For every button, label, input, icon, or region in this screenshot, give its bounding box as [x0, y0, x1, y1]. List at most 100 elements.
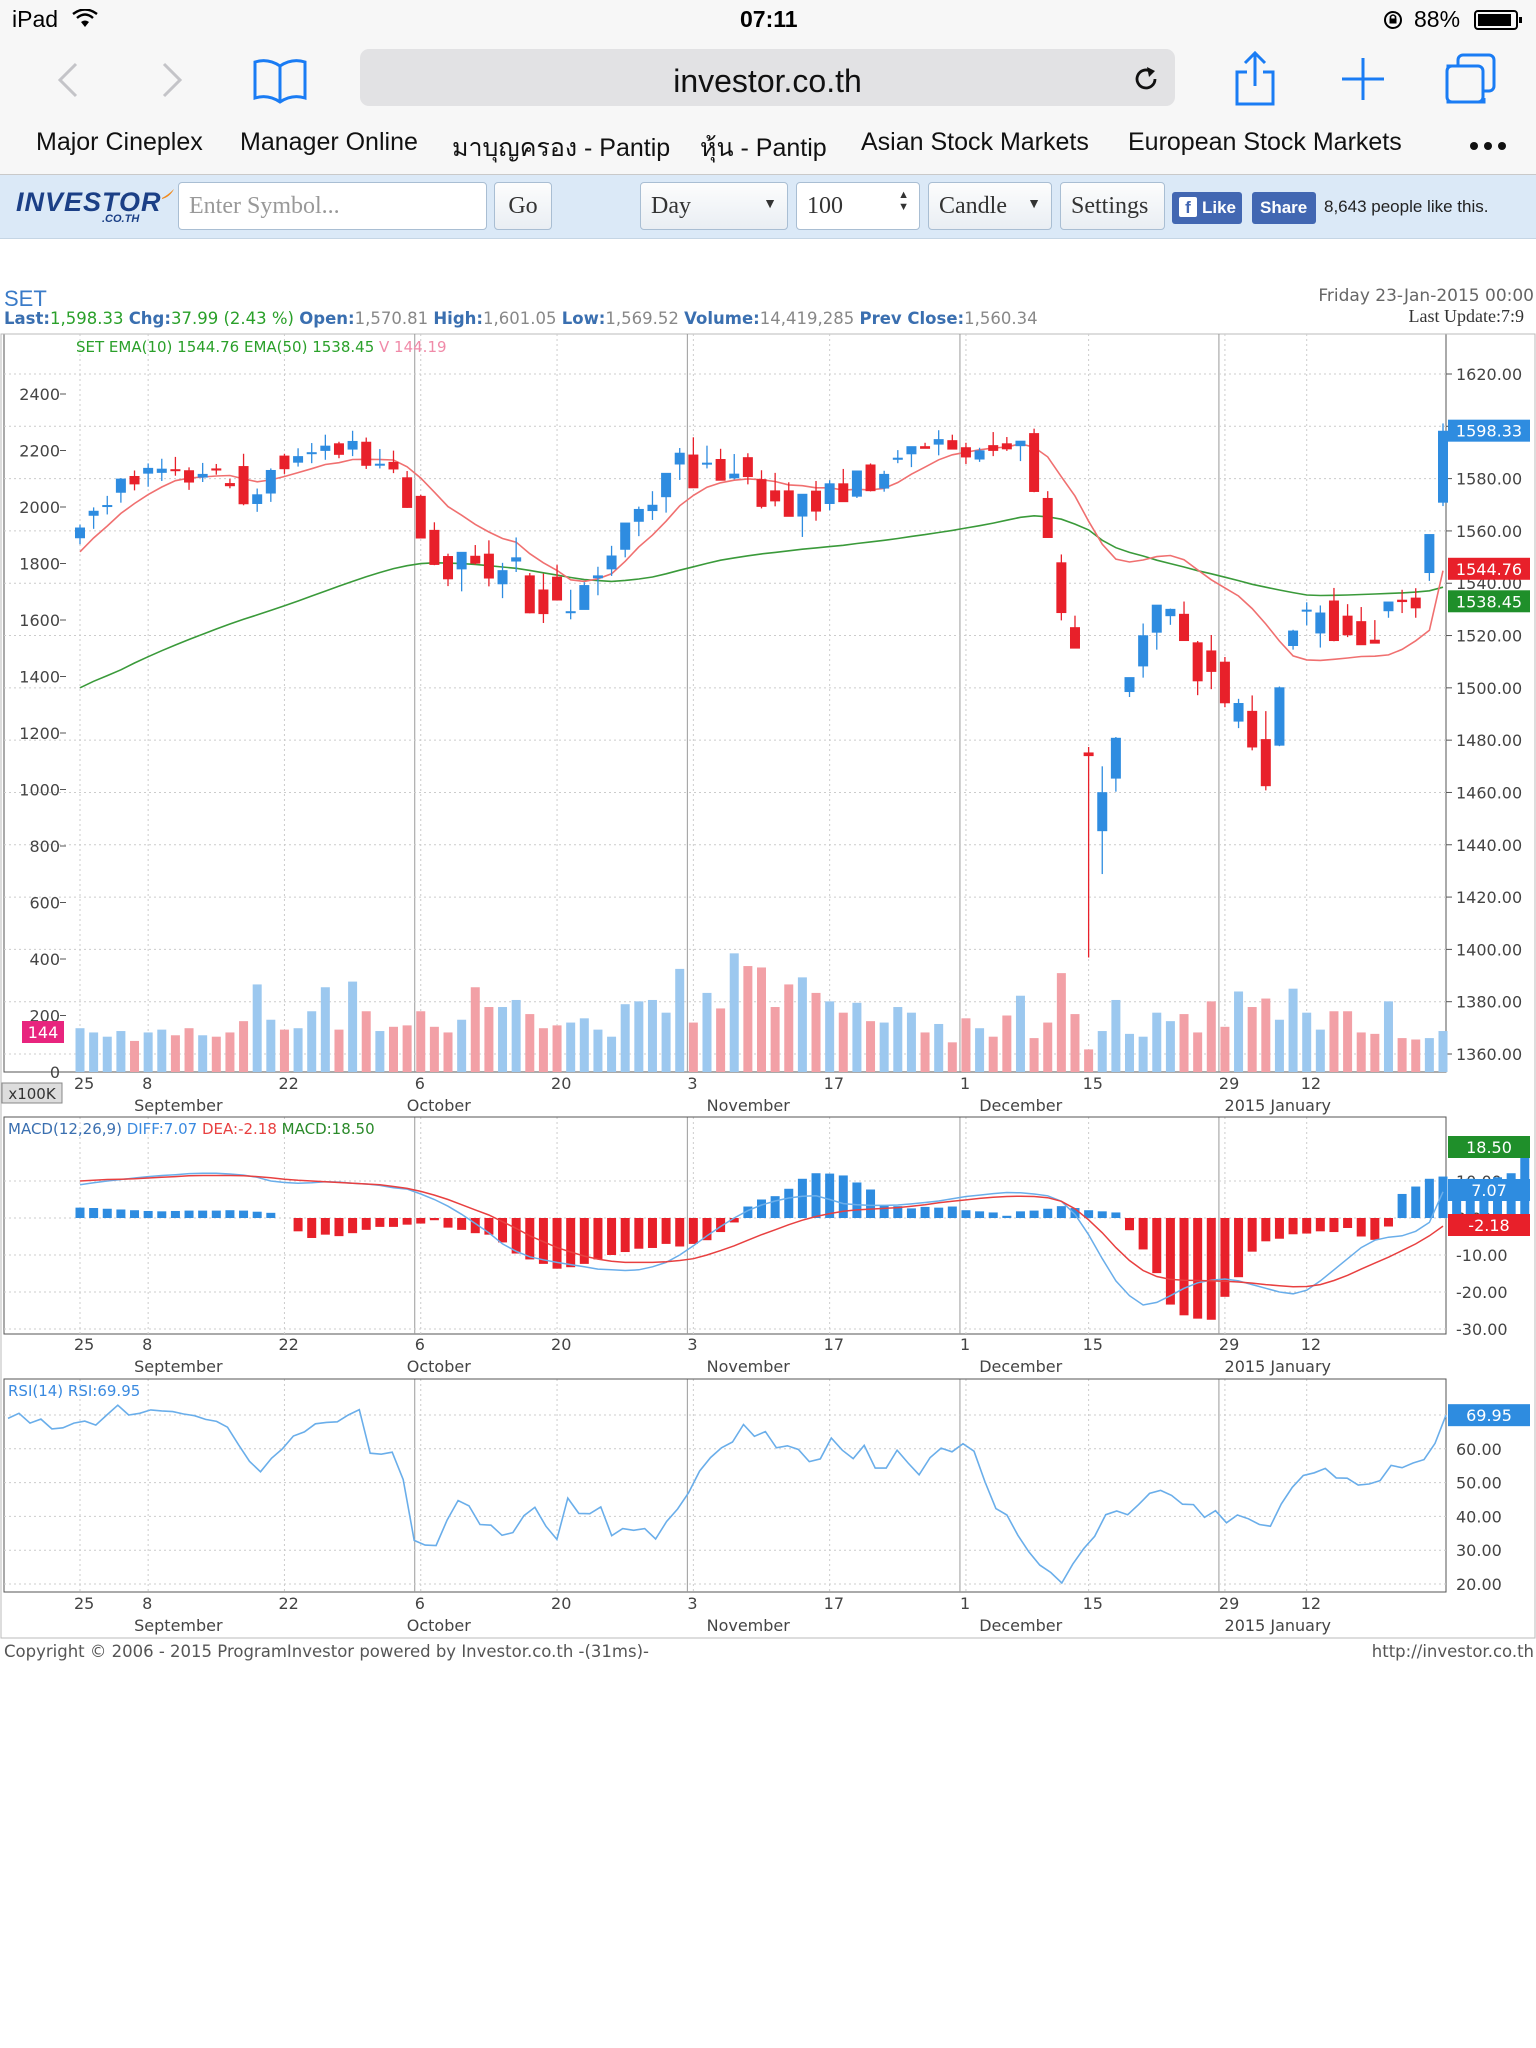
battery-percent: 88%: [1414, 6, 1461, 32]
bookmark-item[interactable]: Major Cineplex: [36, 128, 203, 156]
volume-bar: [361, 1011, 371, 1072]
chart-type-select[interactable]: Candle ▼: [928, 182, 1052, 230]
month-label: October: [407, 1357, 471, 1376]
address-bar[interactable]: investor.co.th: [360, 49, 1175, 106]
volume-bar: [1356, 1032, 1366, 1072]
candle-body: [402, 477, 413, 508]
footer-url[interactable]: http://investor.co.th: [1371, 1642, 1534, 1661]
bookmark-item[interactable]: Manager Online: [240, 128, 418, 156]
macd-bar: [293, 1218, 303, 1232]
tabs-icon[interactable]: [1444, 52, 1498, 106]
macd-bar: [198, 1210, 208, 1218]
price-tick-label: 1420.00: [1456, 888, 1522, 907]
volume-bar: [988, 1036, 998, 1072]
legend-entry: DEA:-2.18: [197, 1120, 277, 1138]
rotation-lock-icon: [1384, 11, 1402, 29]
macd-bar: [1397, 1193, 1407, 1218]
more-icon[interactable]: [1468, 140, 1508, 152]
period-select[interactable]: Day ▼: [640, 182, 788, 230]
candle-body: [1356, 621, 1367, 646]
candle-body: [252, 494, 263, 504]
month-label: September: [134, 1357, 223, 1376]
volume-bar: [1302, 1012, 1312, 1072]
candle-body: [224, 483, 235, 487]
investor-logo[interactable]: INVESTOR .CO.TH: [16, 187, 174, 227]
volume-bar: [1070, 1014, 1080, 1072]
volume-bar: [130, 1040, 140, 1072]
macd-bar: [1315, 1218, 1325, 1232]
macd-bar: [1179, 1218, 1189, 1316]
volume-bar: [757, 967, 766, 1072]
candle-body: [974, 450, 985, 460]
share-icon[interactable]: [1232, 50, 1278, 108]
macd-bar: [947, 1206, 957, 1218]
macd-bar: [1424, 1178, 1434, 1218]
macd-bar: [89, 1208, 99, 1218]
volume-bar: [811, 992, 821, 1072]
macd-bar: [470, 1218, 480, 1234]
macd-bar: [143, 1210, 153, 1218]
macd-bar: [1370, 1218, 1380, 1240]
price-tick-label: 1440.00: [1456, 836, 1522, 855]
forward-icon[interactable]: [160, 60, 184, 100]
candle-body: [661, 472, 672, 498]
facebook-like-button[interactable]: f Like: [1172, 192, 1242, 224]
go-button[interactable]: Go: [494, 182, 552, 230]
volume-bar: [1152, 1012, 1162, 1072]
candle-body: [524, 575, 535, 614]
macd-bar: [1329, 1218, 1339, 1233]
candle-body: [1206, 650, 1217, 672]
legend-entry: DIFF:7.07: [122, 1120, 197, 1138]
reload-icon[interactable]: [1131, 64, 1161, 94]
volume-bar: [1029, 1038, 1039, 1072]
volume-tick-label: 1200: [19, 724, 60, 743]
volume-last-tag: 144: [28, 1023, 59, 1042]
new-tab-icon[interactable]: [1340, 56, 1386, 102]
bookmarks-icon[interactable]: [252, 56, 308, 104]
month-label: December: [979, 1357, 1062, 1376]
device-name: iPad: [12, 6, 59, 32]
date-tick-label: 25: [74, 1074, 94, 1093]
candle-body: [1383, 601, 1394, 612]
bar-count-stepper[interactable]: 100 ▲ ▼: [796, 182, 920, 230]
volume-bar: [429, 1026, 439, 1072]
volume-bar: [1288, 988, 1298, 1072]
macd-bar: [525, 1218, 535, 1260]
rsi-value-tag-bg: [1448, 1404, 1530, 1427]
volume-tick-label: 400: [29, 950, 60, 969]
facebook-share-button[interactable]: Share: [1252, 192, 1316, 224]
stock-chart[interactable]: 1620.001600.001580.001560.001540.001520.…: [0, 284, 1536, 1664]
price-tick-label: 1400.00: [1456, 940, 1522, 959]
candle-body: [838, 483, 849, 503]
macd-bar: [770, 1196, 780, 1218]
volume-bar: [334, 1029, 344, 1072]
macd-bar: [170, 1210, 180, 1218]
macd-bar: [443, 1218, 453, 1228]
candle-body: [1192, 642, 1203, 682]
bookmark-item[interactable]: มาบุญครอง - Pantip: [452, 134, 671, 162]
url-text: investor.co.th: [673, 63, 862, 99]
volume-bar: [266, 1019, 276, 1072]
price-tick-label: 1460.00: [1456, 783, 1522, 802]
volume-bar: [538, 1028, 548, 1072]
bookmark-item[interactable]: หุ้น - Pantip: [700, 134, 827, 162]
last-price: 1,598.33: [49, 309, 124, 328]
candle-body: [1233, 703, 1244, 722]
candle-body: [1015, 440, 1026, 447]
rsi-line: [7, 1404, 1447, 1585]
volume-bar: [1329, 1011, 1339, 1072]
bookmark-item[interactable]: European Stock Markets: [1128, 128, 1402, 156]
volume-bar: [498, 1007, 508, 1072]
candle-body: [770, 490, 781, 502]
bookmark-item[interactable]: Asian Stock Markets: [861, 128, 1089, 156]
candle-body: [865, 464, 876, 492]
settings-button[interactable]: Settings: [1060, 182, 1165, 230]
back-icon[interactable]: [56, 60, 80, 100]
price-legend: SET EMA(10) 1544.76 EMA(50) 1538.45 V 14…: [76, 338, 447, 356]
macd-bar: [1438, 1176, 1448, 1218]
price-tick-label: 1360.00: [1456, 1045, 1522, 1064]
macd-bar: [416, 1218, 426, 1224]
macd-bar: [1356, 1218, 1366, 1237]
symbol-input[interactable]: Enter Symbol...: [178, 182, 487, 230]
volume-bar: [116, 1031, 126, 1072]
